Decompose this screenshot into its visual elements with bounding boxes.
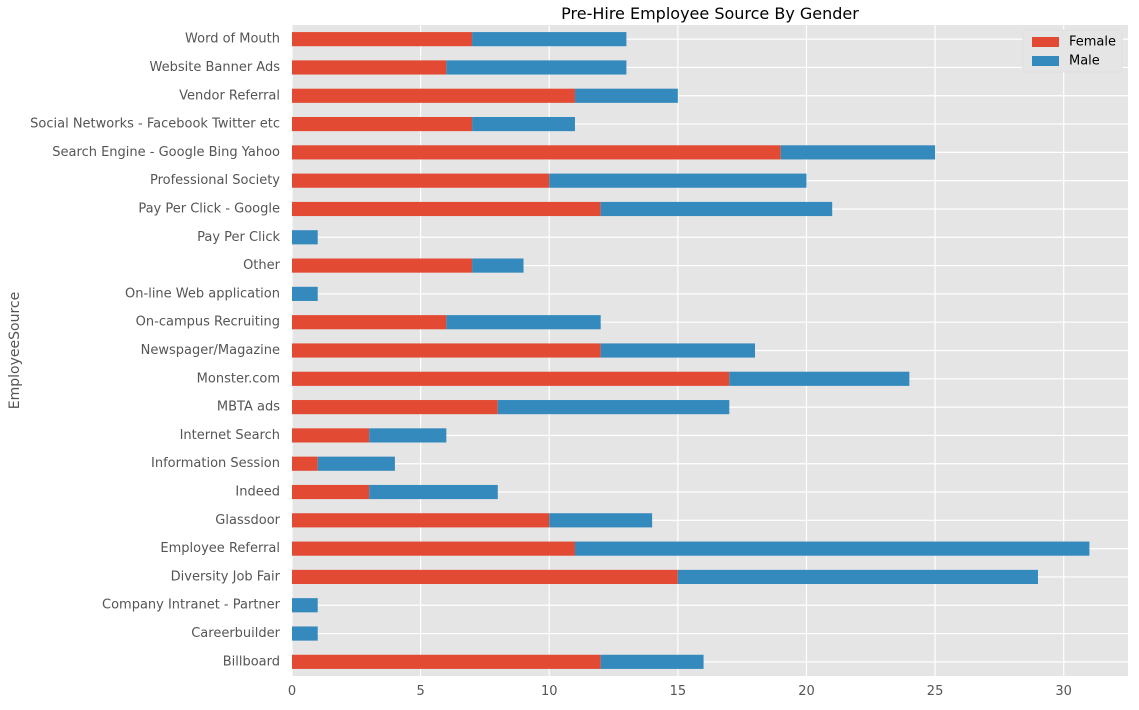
- bar-female: [292, 484, 370, 500]
- x-tick-label: 10: [541, 684, 558, 699]
- bar-female: [292, 456, 318, 471]
- bar-female: [292, 201, 601, 217]
- bar-female: [292, 428, 370, 443]
- y-axis-label: EmployeeSource: [7, 292, 23, 409]
- bar-male: [497, 400, 730, 415]
- category-label: MBTA ads: [217, 400, 280, 415]
- category-label: Pay Per Click: [197, 230, 280, 245]
- bar-male: [600, 654, 704, 669]
- bar-male: [677, 569, 1038, 585]
- category-label: Newspager/Magazine: [141, 343, 280, 358]
- legend-swatch-male: [1032, 56, 1059, 66]
- bar-male: [780, 145, 936, 160]
- category-label: Glassdoor: [215, 513, 280, 528]
- category-label: Monster.com: [197, 371, 280, 386]
- bar-male: [729, 371, 910, 386]
- bar-male: [549, 513, 653, 528]
- bar-male: [292, 286, 318, 301]
- legend: Female Male: [1022, 29, 1123, 73]
- bar-female: [292, 116, 473, 132]
- x-tick-label: 25: [927, 684, 944, 699]
- x-tick-label: 5: [416, 684, 424, 699]
- bar-male: [446, 315, 601, 330]
- bar-female: [292, 173, 550, 188]
- bar-male: [369, 484, 498, 500]
- bar-female: [292, 315, 447, 330]
- category-label: Diversity Job Fair: [171, 569, 281, 584]
- bar-female: [292, 569, 678, 585]
- bar-female: [292, 88, 575, 103]
- category-label: Pay Per Click - Google: [138, 201, 280, 216]
- bar-male: [600, 201, 833, 217]
- category-label: Word of Mouth: [185, 32, 280, 47]
- category-label: Billboard: [223, 654, 280, 669]
- bar-female: [292, 400, 498, 415]
- bar-male: [549, 173, 807, 188]
- bar-female: [292, 258, 473, 273]
- bar-female: [292, 654, 601, 669]
- bar-male: [472, 258, 524, 273]
- bar-male: [600, 343, 756, 358]
- bar-female: [292, 371, 730, 386]
- bar-female: [292, 513, 550, 528]
- x-tick-label: 30: [1055, 684, 1072, 699]
- bar-female: [292, 32, 473, 47]
- category-label: Careerbuilder: [191, 626, 280, 641]
- category-label: On-line Web application: [125, 286, 280, 301]
- category-label: Internet Search: [180, 428, 280, 443]
- bar-male: [472, 116, 575, 132]
- bar-male: [574, 541, 1090, 556]
- category-label: Search Engine - Google Bing Yahoo: [52, 145, 280, 160]
- category-label: Company Intranet - Partner: [102, 598, 281, 613]
- x-tick-label: 20: [798, 684, 815, 699]
- x-tick-label: 0: [288, 684, 296, 699]
- x-tick-labels: 0 5 10 15 20 25 30: [288, 684, 1072, 699]
- bar-male: [574, 88, 678, 103]
- category-label: Information Session: [151, 456, 280, 471]
- category-label: Website Banner Ads: [150, 60, 281, 75]
- bar-male: [292, 598, 318, 613]
- bar-female: [292, 145, 781, 160]
- legend-label: Female: [1069, 35, 1116, 50]
- category-label: Professional Society: [150, 173, 280, 188]
- category-label: Vendor Referral: [179, 88, 280, 103]
- legend-swatch-female: [1032, 37, 1059, 47]
- bar-male: [292, 626, 318, 641]
- bar-male: [317, 456, 395, 471]
- category-label: On-campus Recruiting: [136, 315, 280, 330]
- bar-female: [292, 60, 447, 75]
- bar-female: [292, 541, 575, 556]
- bars-group: [292, 32, 1090, 669]
- bar-female: [292, 343, 601, 358]
- bar-male: [369, 428, 447, 443]
- bar-male: [292, 230, 318, 245]
- category-label: Other: [243, 258, 281, 273]
- category-labels: Billboard Careerbuilder Company Intranet -…: [30, 32, 280, 670]
- bar-male: [472, 32, 627, 47]
- legend-label: Male: [1069, 54, 1100, 69]
- category-label: Social Networks - Facebook Twitter etc: [30, 117, 280, 132]
- bar-male: [446, 60, 627, 75]
- category-label: Indeed: [235, 485, 280, 500]
- category-label: Employee Referral: [160, 541, 280, 556]
- x-tick-label: 15: [670, 684, 687, 699]
- chart-title: Pre-Hire Employee Source By Gender: [561, 4, 859, 23]
